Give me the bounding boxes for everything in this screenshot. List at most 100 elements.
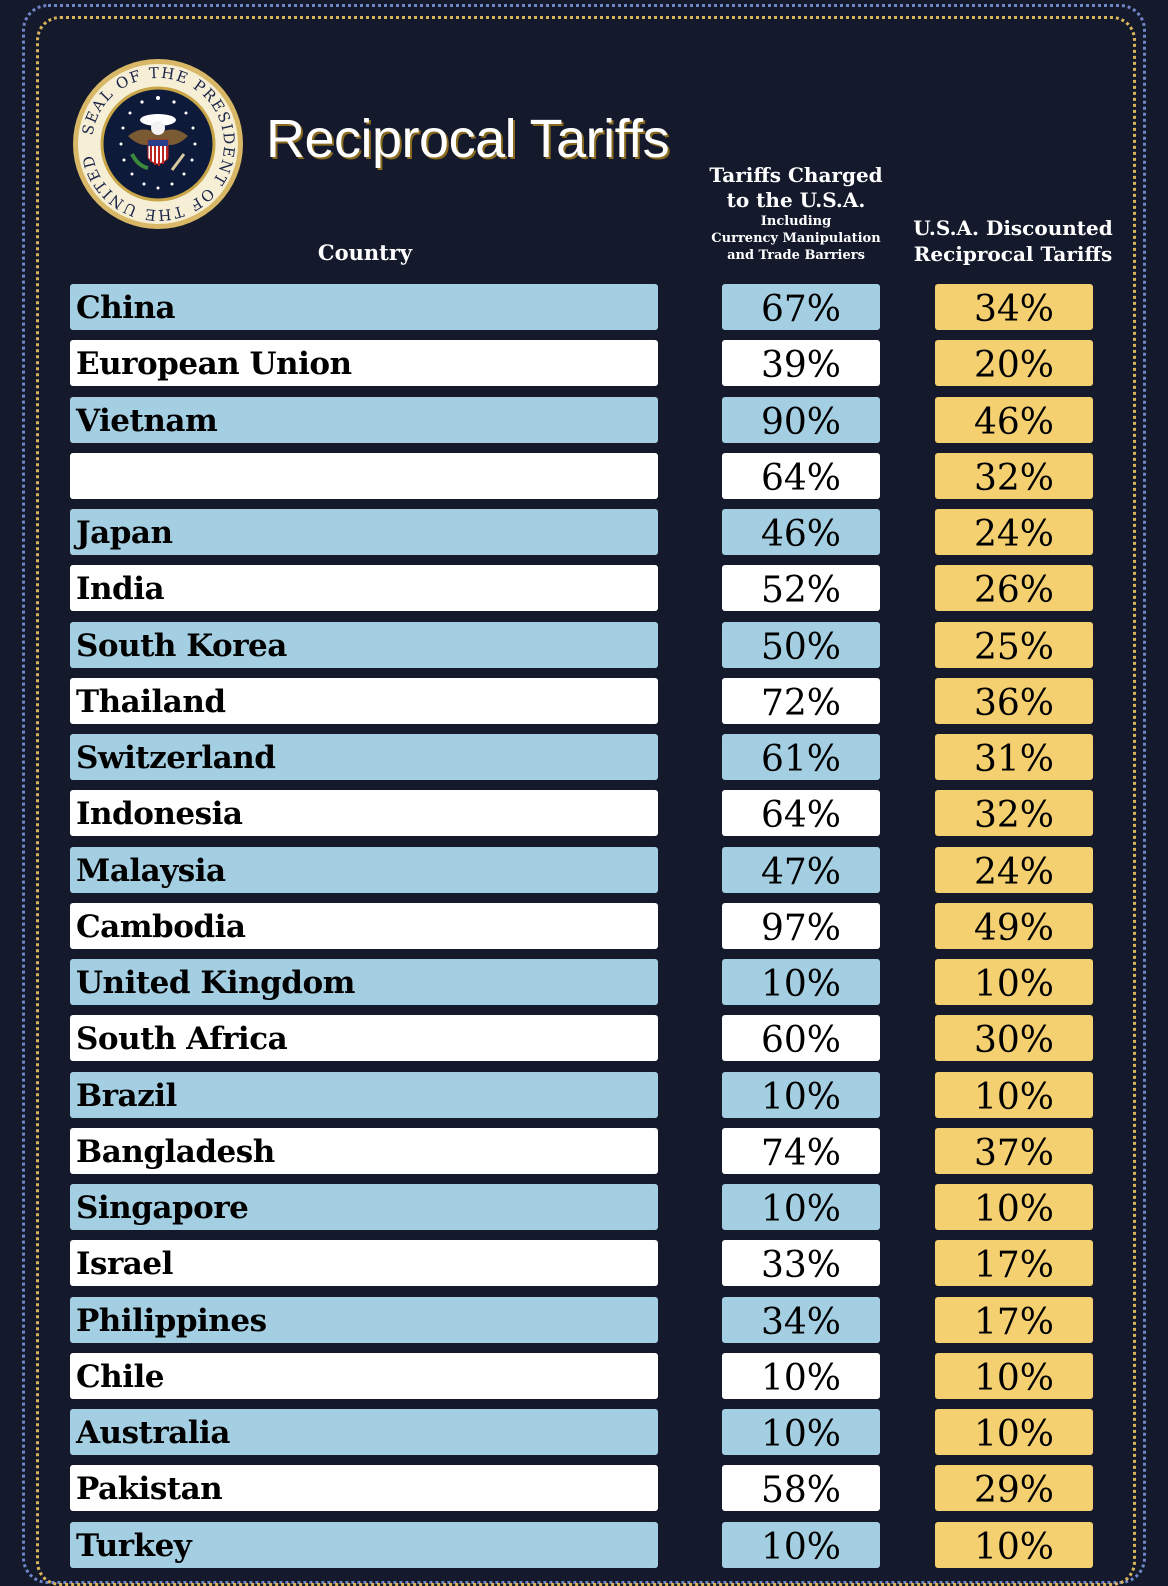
table-row: Brazil 10% 10%	[0, 1072, 1168, 1118]
header-charged-line2: to the U.S.A.	[726, 188, 866, 212]
tariff-charged-cell: 72%	[722, 678, 880, 724]
header-charged-line4: Currency Manipulation	[711, 231, 881, 246]
tariff-charged-cell: 39%	[722, 340, 880, 386]
tariff-charged-cell: 90%	[722, 397, 880, 443]
country-cell: Philippines	[70, 1297, 658, 1343]
country-cell: Vietnam	[70, 397, 658, 443]
discounted-tariff-cell: 10%	[935, 1522, 1093, 1568]
tariff-charged-cell: 33%	[722, 1240, 880, 1286]
discounted-tariff-cell: 32%	[935, 790, 1093, 836]
country-cell: Pakistan	[70, 1465, 658, 1511]
tariff-charged-cell: 97%	[722, 903, 880, 949]
discounted-tariff-cell: 17%	[935, 1297, 1093, 1343]
discounted-tariff-cell: 32%	[935, 453, 1093, 499]
tariff-charged-cell: 34%	[722, 1297, 880, 1343]
country-cell: Cambodia	[70, 903, 658, 949]
discounted-tariff-cell: 49%	[935, 903, 1093, 949]
country-cell: Thailand	[70, 678, 658, 724]
discounted-tariff-cell: 34%	[935, 284, 1093, 330]
tariff-charged-cell: 52%	[722, 565, 880, 611]
table-row: Israel 33% 17%	[0, 1240, 1168, 1286]
discounted-tariff-cell: 10%	[935, 959, 1093, 1005]
table-row: Pakistan 58% 29%	[0, 1465, 1168, 1511]
country-cell: Malaysia	[70, 847, 658, 893]
table-row: Philippines 34% 17%	[0, 1297, 1168, 1343]
country-cell: Israel	[70, 1240, 658, 1286]
tariff-charged-cell: 10%	[722, 1353, 880, 1399]
table-row: 64% 32%	[0, 453, 1168, 499]
tariff-charged-cell: 46%	[722, 509, 880, 555]
discounted-tariff-cell: 10%	[935, 1072, 1093, 1118]
table-row: Singapore 10% 10%	[0, 1184, 1168, 1230]
table-row: India 52% 26%	[0, 565, 1168, 611]
discounted-tariff-cell: 24%	[935, 509, 1093, 555]
table-row: United Kingdom 10% 10%	[0, 959, 1168, 1005]
table-row: Australia 10% 10%	[0, 1409, 1168, 1455]
header-charged-line3: Including	[760, 214, 832, 229]
discounted-tariff-cell: 36%	[935, 678, 1093, 724]
header-charged-line1: Tariffs Charged	[709, 163, 883, 187]
table-row: Turkey 10% 10%	[0, 1522, 1168, 1568]
country-cell: Brazil	[70, 1072, 658, 1118]
tariff-charged-cell: 58%	[722, 1465, 880, 1511]
table-row: Chile 10% 10%	[0, 1353, 1168, 1399]
country-cell: Indonesia	[70, 790, 658, 836]
header-discount-line2: Reciprocal Tariffs	[913, 242, 1113, 266]
table-row: Malaysia 47% 24%	[0, 847, 1168, 893]
country-cell: South Korea	[70, 622, 658, 668]
discounted-tariff-cell: 25%	[935, 622, 1093, 668]
country-cell: Bangladesh	[70, 1128, 658, 1174]
discounted-tariff-cell: 17%	[935, 1240, 1093, 1286]
tariff-charged-cell: 67%	[722, 284, 880, 330]
country-cell: Chile	[70, 1353, 658, 1399]
tariff-charged-cell: 64%	[722, 453, 880, 499]
table-row: Indonesia 64% 32%	[0, 790, 1168, 836]
table-row: Japan 46% 24%	[0, 509, 1168, 555]
discounted-tariff-cell: 24%	[935, 847, 1093, 893]
tariff-charged-cell: 47%	[722, 847, 880, 893]
discounted-tariff-cell: 37%	[935, 1128, 1093, 1174]
page-title: Reciprocal Tariffs	[266, 109, 670, 169]
discounted-tariff-cell: 20%	[935, 340, 1093, 386]
header-tariffs-charged: Tariffs Charged to the U.S.A. Including …	[700, 163, 892, 264]
discounted-tariff-cell: 10%	[935, 1184, 1093, 1230]
discounted-tariff-cell: 26%	[935, 565, 1093, 611]
tariff-charged-cell: 10%	[722, 1409, 880, 1455]
tariff-charged-cell: 61%	[722, 734, 880, 780]
tariff-charged-cell: 64%	[722, 790, 880, 836]
table-row: European Union 39% 20%	[0, 340, 1168, 386]
discounted-tariff-cell: 29%	[935, 1465, 1093, 1511]
tariff-charged-cell: 74%	[722, 1128, 880, 1174]
table-row: Switzerland 61% 31%	[0, 734, 1168, 780]
table-row: Thailand 72% 36%	[0, 678, 1168, 724]
tariff-charged-cell: 10%	[722, 959, 880, 1005]
discounted-tariff-cell: 31%	[935, 734, 1093, 780]
table-row: Cambodia 97% 49%	[0, 903, 1168, 949]
table-row: South Korea 50% 25%	[0, 622, 1168, 668]
table-row: Bangladesh 74% 37%	[0, 1128, 1168, 1174]
table-row: South Africa 60% 30%	[0, 1015, 1168, 1061]
discounted-tariff-cell: 30%	[935, 1015, 1093, 1061]
header-country: Country	[317, 240, 413, 265]
country-cell	[70, 453, 658, 499]
country-cell: European Union	[70, 340, 658, 386]
header-discounted-tariffs: U.S.A. Discounted Reciprocal Tariffs	[908, 215, 1118, 267]
country-cell: China	[70, 284, 658, 330]
tariff-charged-cell: 50%	[722, 622, 880, 668]
country-cell: Switzerland	[70, 734, 658, 780]
header-charged-line5: and Trade Barriers	[727, 248, 865, 263]
discounted-tariff-cell: 10%	[935, 1409, 1093, 1455]
country-cell: Turkey	[70, 1522, 658, 1568]
presidential-seal: SEAL OF THE PRESIDENT OF THE UNITED STAT…	[72, 58, 243, 229]
tariff-charged-cell: 10%	[722, 1184, 880, 1230]
discounted-tariff-cell: 46%	[935, 397, 1093, 443]
country-cell: United Kingdom	[70, 959, 658, 1005]
country-cell: Singapore	[70, 1184, 658, 1230]
table-row: China 67% 34%	[0, 284, 1168, 330]
header-discount-line1: U.S.A. Discounted	[913, 216, 1113, 240]
country-cell: India	[70, 565, 658, 611]
table-row: Vietnam 90% 46%	[0, 397, 1168, 443]
country-cell: South Africa	[70, 1015, 658, 1061]
country-cell: Australia	[70, 1409, 658, 1455]
discounted-tariff-cell: 10%	[935, 1353, 1093, 1399]
